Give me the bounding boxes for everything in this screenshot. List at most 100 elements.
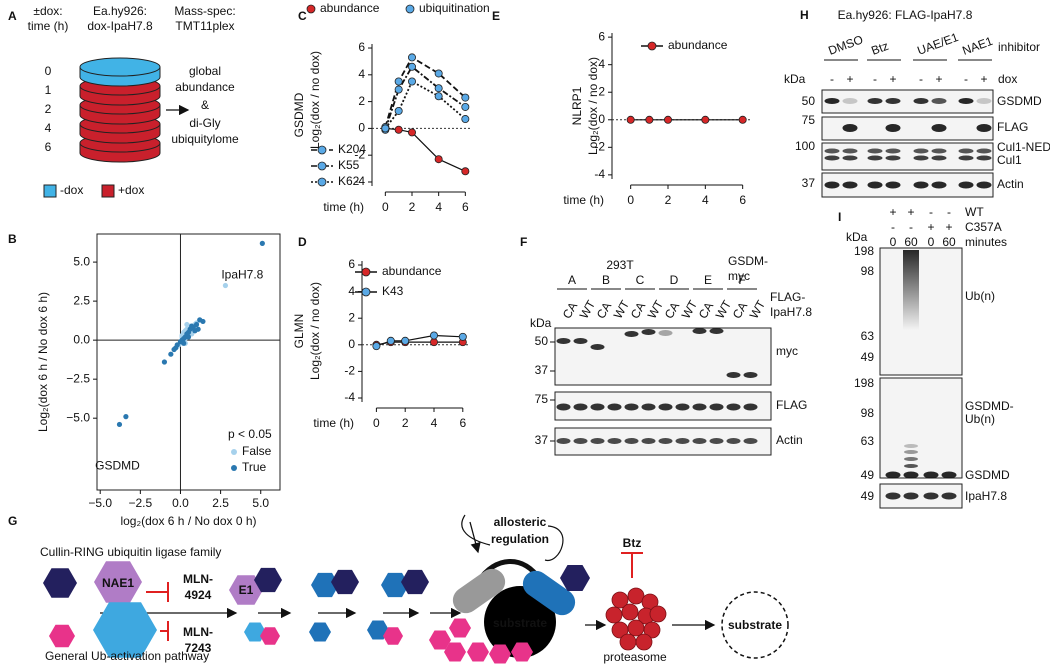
blot-band — [885, 148, 901, 154]
data-point — [429, 331, 438, 340]
label: General Ub-activation pathway — [45, 649, 209, 663]
legend-label: K43 — [382, 284, 404, 298]
mw-label: 198 — [854, 244, 874, 258]
blot-band — [923, 492, 939, 500]
label: CA — [662, 300, 682, 321]
time-point: 1 — [45, 83, 52, 97]
x-axis-label: time (h) — [563, 193, 604, 207]
blot-band — [913, 148, 929, 154]
legend-label: abundance — [668, 38, 728, 52]
blot-band — [976, 155, 992, 161]
legend-label: False — [242, 444, 272, 458]
legend-label: K204 — [338, 142, 366, 156]
y-axis-label: GSDMD — [292, 92, 306, 137]
blot-band — [624, 438, 639, 444]
y-tick-label: 6 — [598, 29, 605, 43]
label: MLN- — [183, 625, 213, 639]
data-point — [407, 77, 416, 86]
allosteric-arrow — [461, 514, 564, 561]
data-point — [394, 77, 403, 86]
label: + — [889, 205, 896, 219]
y-tick-label: -4 — [594, 167, 605, 181]
data-point — [168, 351, 174, 357]
label: MLN- — [183, 572, 213, 586]
series-line — [384, 65, 466, 130]
x-tick-label: −2.5 — [128, 496, 152, 510]
label: - — [964, 72, 968, 86]
label: Cullin-RING ubiquitin ligase family — [40, 545, 221, 559]
mw-label: 37 — [535, 363, 549, 377]
x-tick-label: 0 — [373, 416, 380, 430]
blot-band — [867, 181, 883, 189]
y-tick-label: 4 — [358, 67, 365, 81]
label: NAE1 — [102, 576, 134, 590]
ubiquitin — [444, 642, 466, 662]
time-point: 4 — [45, 121, 52, 135]
x-axis-label: log₂(dox 6 h / No dox 0 h) — [120, 514, 256, 528]
mw-label: 63 — [861, 434, 875, 448]
blot-band — [842, 124, 858, 132]
label: kDa — [784, 72, 806, 86]
legend-marker — [306, 4, 316, 14]
panel-letter: B — [8, 232, 17, 246]
blot-band — [958, 181, 974, 189]
label: + — [907, 205, 914, 219]
mw-label: 75 — [535, 392, 549, 406]
y-tick-label: 2 — [598, 84, 605, 98]
label: + — [927, 220, 934, 234]
ubiquitin — [449, 618, 471, 638]
label: FLAG — [997, 120, 1028, 134]
data-point — [645, 115, 654, 124]
data-point — [434, 69, 443, 78]
legend-label: True — [242, 460, 267, 474]
x-tick-label: 5.0 — [252, 496, 269, 510]
data-point — [434, 84, 443, 93]
blot-band — [913, 181, 929, 189]
y-tick-label: 2.5 — [73, 293, 90, 307]
label: DMSO — [826, 32, 865, 57]
blot-band — [573, 338, 588, 344]
proteasome-subunit — [621, 603, 639, 621]
proteasome-subunit — [611, 591, 629, 609]
protein — [254, 567, 282, 593]
label: 7243 — [185, 641, 212, 655]
blot-band — [641, 438, 656, 444]
blot-band — [675, 403, 690, 411]
label: CA — [730, 300, 750, 321]
data-point — [184, 321, 190, 328]
label: 0 — [890, 235, 897, 249]
label: CA — [594, 300, 614, 321]
annotation: GSDMD — [95, 459, 140, 473]
blot-band — [743, 403, 758, 411]
label: Actin — [997, 177, 1024, 191]
data-point — [394, 106, 403, 115]
protein — [401, 569, 429, 595]
blot-band — [958, 98, 974, 104]
panel-letter: I — [838, 210, 841, 224]
time-point: 0 — [45, 64, 52, 78]
series-line — [384, 80, 466, 129]
blot-band — [958, 148, 974, 154]
mw-label: 50 — [802, 94, 816, 108]
label: GSDMD — [997, 94, 1042, 108]
label: abundance — [175, 80, 235, 94]
data-point — [381, 124, 390, 133]
blot-band — [931, 124, 947, 132]
data-point — [429, 338, 438, 347]
ubiquitin — [489, 644, 511, 664]
y-axis-label: Log₂(dox 6 h / No dox 6 h) — [36, 292, 50, 432]
y-tick-label: 0.0 — [73, 332, 90, 346]
blot-band — [842, 148, 858, 154]
legend-marker — [405, 4, 415, 14]
blot-band — [573, 438, 588, 444]
blot-band — [726, 403, 741, 411]
blot-frame — [821, 89, 994, 114]
label: & — [201, 98, 209, 112]
y-tick-label: 6 — [358, 40, 365, 54]
legend-label: K55 — [338, 158, 360, 172]
blot-band — [607, 438, 622, 444]
panel-letter: F — [520, 235, 527, 249]
legend-label: ubiquitination — [419, 1, 490, 15]
label: WT — [965, 205, 984, 219]
